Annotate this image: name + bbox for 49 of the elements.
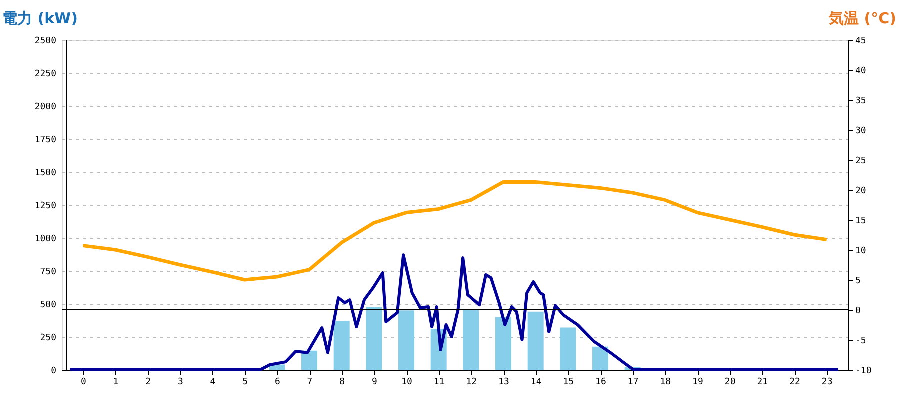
y-tick-label: 2250 xyxy=(34,70,56,80)
x-tick-label: 7 xyxy=(307,378,313,388)
y-tick-label: 1500 xyxy=(34,168,56,178)
y2-tick-label: 10 xyxy=(856,246,866,256)
y-tick-label: 2500 xyxy=(34,36,56,46)
y2-tick-label: -10 xyxy=(856,366,872,376)
x-tick-label: 3 xyxy=(178,378,184,388)
x-tick-label: 10 xyxy=(402,378,412,388)
x-tick-label: 22 xyxy=(790,378,800,388)
x-tick-label: 0 xyxy=(80,378,86,388)
x-tick-label: 23 xyxy=(822,378,833,388)
y2-tick-label: 15 xyxy=(856,216,866,226)
x-tick-label: 16 xyxy=(596,378,606,388)
y-tick-label: 500 xyxy=(40,300,56,310)
y-tick-label: 750 xyxy=(40,268,56,278)
x-tick-label: 20 xyxy=(724,378,736,388)
y2-tick-label: 0 xyxy=(856,306,861,316)
y2-tick-label: 20 xyxy=(856,186,866,196)
x-tick-label: 11 xyxy=(434,378,445,388)
x-tick-label: 12 xyxy=(466,378,478,388)
y-axis-title: 電力 (kW) xyxy=(2,10,78,28)
x-tick-label: 21 xyxy=(757,378,768,388)
y-tick-label: 1250 xyxy=(34,202,56,212)
x-tick-label: 9 xyxy=(372,378,378,388)
y-tick-label: 1000 xyxy=(34,234,56,244)
y-tick-label: 0 xyxy=(51,366,56,376)
x-tick-label: 17 xyxy=(628,378,639,388)
x-tick-label: 15 xyxy=(563,378,574,388)
y2-axis-title: 気温 (°C) xyxy=(828,10,896,28)
y2-tick-label: 40 xyxy=(856,66,866,76)
x-tick-label: 6 xyxy=(274,378,280,388)
x-tick-label: 8 xyxy=(340,378,346,388)
x-tick-label: 19 xyxy=(692,378,704,388)
y2-tick-label: 30 xyxy=(856,126,866,136)
y-tick-label: 1750 xyxy=(34,136,56,146)
x-tick-label: 5 xyxy=(242,378,248,388)
x-tick-label: 4 xyxy=(210,378,216,388)
x-tick-label: 13 xyxy=(498,378,510,388)
y2-tick-label: 5 xyxy=(856,276,861,286)
y2-tick-label: 25 xyxy=(856,156,866,166)
y2-tick-label: -5 xyxy=(856,336,866,346)
x-tick-label: 1 xyxy=(113,378,119,388)
x-tick-label: 14 xyxy=(530,378,542,388)
y2-tick-label: 35 xyxy=(856,96,866,106)
x-tick-label: 18 xyxy=(660,378,672,388)
y-tick-label: 2000 xyxy=(34,102,56,112)
y-tick-label: 250 xyxy=(40,334,56,344)
y2-tick-label: 45 xyxy=(856,36,866,46)
x-tick-label: 2 xyxy=(146,378,152,388)
